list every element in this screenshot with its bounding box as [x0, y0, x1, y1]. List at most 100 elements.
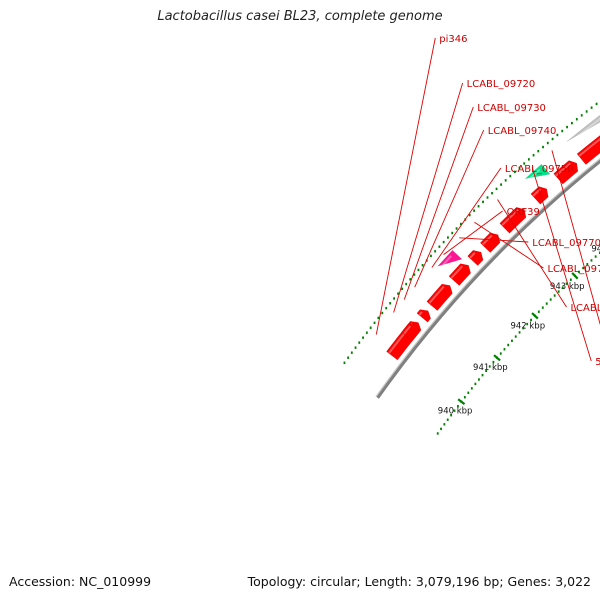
feature-label[interactable]: LCABL_09750	[505, 164, 574, 175]
feature-label[interactable]: ORF39	[507, 207, 540, 218]
tick-dot	[549, 298, 552, 301]
feature-highlight	[439, 255, 452, 269]
tick-dot	[389, 302, 392, 305]
tick-dot	[473, 209, 476, 212]
tick-dot	[556, 133, 559, 137]
feature-highlight	[568, 117, 600, 145]
feature-highlight	[532, 188, 542, 197]
feature-cds[interactable]	[448, 263, 471, 287]
tick-dot	[491, 191, 493, 195]
tick-dot	[526, 322, 529, 326]
feature-cds[interactable]	[576, 70, 600, 165]
feature-pseudo[interactable]	[566, 68, 600, 142]
label-leader-line	[497, 199, 567, 308]
tick-dot	[518, 166, 521, 169]
map-title: Lactobacillus casei BL23, complete genom…	[157, 9, 443, 24]
tick-dot	[598, 251, 600, 254]
tick-dot	[503, 348, 506, 351]
tick-dot	[486, 196, 489, 199]
feature-label[interactable]: LCABL_09790	[570, 303, 600, 314]
feature-highlight	[527, 169, 541, 182]
feature-cds[interactable]	[530, 186, 549, 205]
tick-dot	[485, 369, 488, 372]
tick-dot	[385, 306, 388, 310]
tick-dot	[369, 326, 372, 329]
genome-summary-text: Topology: circular; Length: 3,079,196 bp…	[247, 574, 591, 589]
tick-dot	[561, 286, 564, 289]
backbone-arc	[375, 158, 600, 399]
feature-highlight	[578, 137, 600, 157]
feature-label[interactable]: LCABL_09770	[532, 238, 600, 249]
tick-label: 941 kbp	[473, 363, 508, 373]
tick-dot	[513, 170, 516, 174]
tick-dot	[551, 137, 554, 141]
feature-highlight	[450, 265, 463, 279]
feature-label[interactable]: LCABL_09740	[488, 126, 557, 137]
tick-dot	[347, 356, 350, 359]
tick-dot	[553, 294, 556, 297]
tick-dot	[511, 339, 513, 342]
feature-cds[interactable]	[416, 309, 432, 323]
tick-dot	[343, 361, 346, 364]
tick-dot	[463, 396, 466, 399]
tick-dot	[457, 404, 459, 408]
feature-label[interactable]: 54	[595, 357, 600, 368]
tick-dot	[365, 331, 368, 334]
tick-label: 943 kbp	[550, 282, 585, 292]
feature-rna[interactable]	[436, 249, 463, 267]
tick-dot	[358, 341, 361, 344]
tick-dot	[574, 274, 576, 277]
feature-label[interactable]: LCABL_09730	[477, 103, 546, 114]
tick-dot	[590, 106, 593, 109]
feature-cds[interactable]	[401, 323, 420, 342]
tick-label: 944 kbp	[591, 244, 600, 254]
tick-dot	[460, 400, 463, 403]
tick-dot	[507, 343, 510, 347]
feature-label[interactable]: pi346	[439, 34, 467, 45]
tick-dot	[460, 222, 462, 226]
tick-dot	[496, 356, 498, 360]
tick-label: 942 kbp	[510, 321, 545, 331]
tick-dot	[488, 365, 491, 368]
tick-dot	[430, 254, 432, 258]
tick-dot	[413, 273, 416, 276]
feature-cds[interactable]	[499, 206, 527, 234]
tick-dot	[518, 331, 521, 334]
feature-cds[interactable]	[426, 283, 453, 312]
feature-label[interactable]: LCABL_09780	[547, 264, 600, 275]
feature-label[interactable]: LCABL_09720	[467, 79, 536, 90]
tick-dot	[566, 125, 568, 129]
feature-cds[interactable]	[467, 250, 484, 267]
tick-dot	[451, 231, 454, 235]
label-leader-line	[551, 150, 600, 326]
tick-dot	[545, 302, 548, 305]
feature-misc_feature[interactable]	[524, 163, 551, 180]
tick-dot	[514, 335, 517, 338]
tick-dot	[509, 174, 512, 178]
label-leader-line	[403, 106, 474, 300]
tick-dot	[578, 270, 580, 274]
tick-dot	[350, 351, 353, 354]
label-layer: pi346 LCABL_09720 LCABL_09730 LCABL_09740 LC…	[375, 34, 600, 368]
tick-dot	[534, 314, 536, 318]
label-leader-line	[474, 221, 544, 269]
tick-dot	[527, 158, 530, 161]
feature-highlight	[501, 209, 519, 226]
label-leader-line	[531, 167, 592, 362]
label-leader-line	[431, 167, 502, 268]
tick-dot	[447, 236, 449, 239]
label-leader-line	[393, 82, 464, 313]
tick-dot	[446, 418, 449, 421]
tick-dot	[453, 409, 456, 412]
tick-dot	[436, 432, 439, 435]
tick-dot	[478, 378, 480, 381]
tick-dot	[500, 183, 502, 186]
tick-dot	[537, 149, 540, 153]
tick-dot	[541, 306, 544, 309]
tick-dot	[443, 423, 446, 426]
tick-dot	[546, 141, 549, 145]
tick-dot	[442, 240, 445, 244]
tick-dot	[421, 264, 424, 267]
feature-highlight	[428, 285, 445, 304]
